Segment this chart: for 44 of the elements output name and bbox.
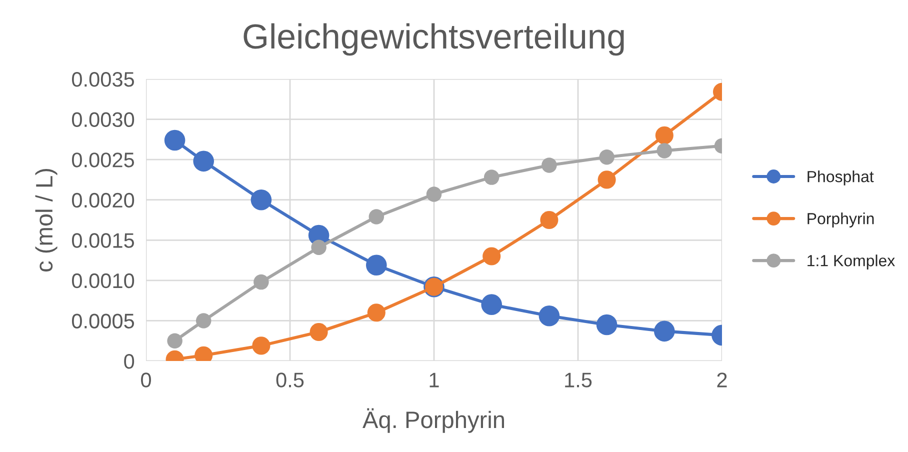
y-tick-label: 0	[124, 354, 134, 369]
point	[426, 186, 442, 202]
x-tick-label: 1.5	[565, 372, 592, 388]
point	[598, 170, 616, 189]
point	[599, 150, 614, 165]
point	[310, 322, 328, 342]
point	[538, 305, 560, 326]
point	[252, 336, 270, 355]
point	[481, 294, 502, 316]
point	[311, 240, 326, 256]
x-tick-label: 0	[141, 372, 151, 388]
y-tick-label: 0.0010	[72, 273, 134, 288]
point	[193, 150, 214, 172]
y-tick-label: 0.0030	[72, 112, 134, 128]
legend-label: 1:1 Komplex	[808, 254, 895, 270]
point	[655, 126, 674, 144]
x-axis-title: Äq. Porphyrin	[362, 408, 504, 433]
point	[656, 143, 672, 158]
point	[167, 333, 182, 348]
point	[196, 313, 212, 328]
point	[367, 304, 386, 322]
legend-label: Porphyrin	[808, 212, 874, 228]
point	[368, 209, 384, 224]
point	[484, 170, 500, 185]
point	[482, 247, 501, 266]
x-tick-label: 0.5	[276, 372, 304, 388]
point	[164, 130, 186, 151]
point	[654, 320, 675, 342]
y-tick-label: 0.0015	[72, 233, 134, 248]
y-tick-label: 0.0025	[72, 152, 134, 168]
x-tick-label: 1	[430, 372, 439, 388]
y-tick-label: 0.0020	[72, 192, 134, 208]
legend-label: Phosphat	[808, 170, 874, 186]
point	[542, 158, 557, 173]
chart-title: Gleichgewichtsverteilung	[244, 23, 624, 56]
point	[250, 189, 272, 210]
point	[596, 314, 618, 336]
point	[540, 210, 558, 230]
y-tick-label: 0.0035	[72, 72, 134, 87]
y-tick-label: 0.0005	[72, 314, 134, 328]
point	[366, 254, 387, 276]
y-axis-title: c (mol / L)	[35, 168, 58, 272]
x-tick-label: 2	[717, 372, 727, 388]
point	[254, 274, 269, 290]
